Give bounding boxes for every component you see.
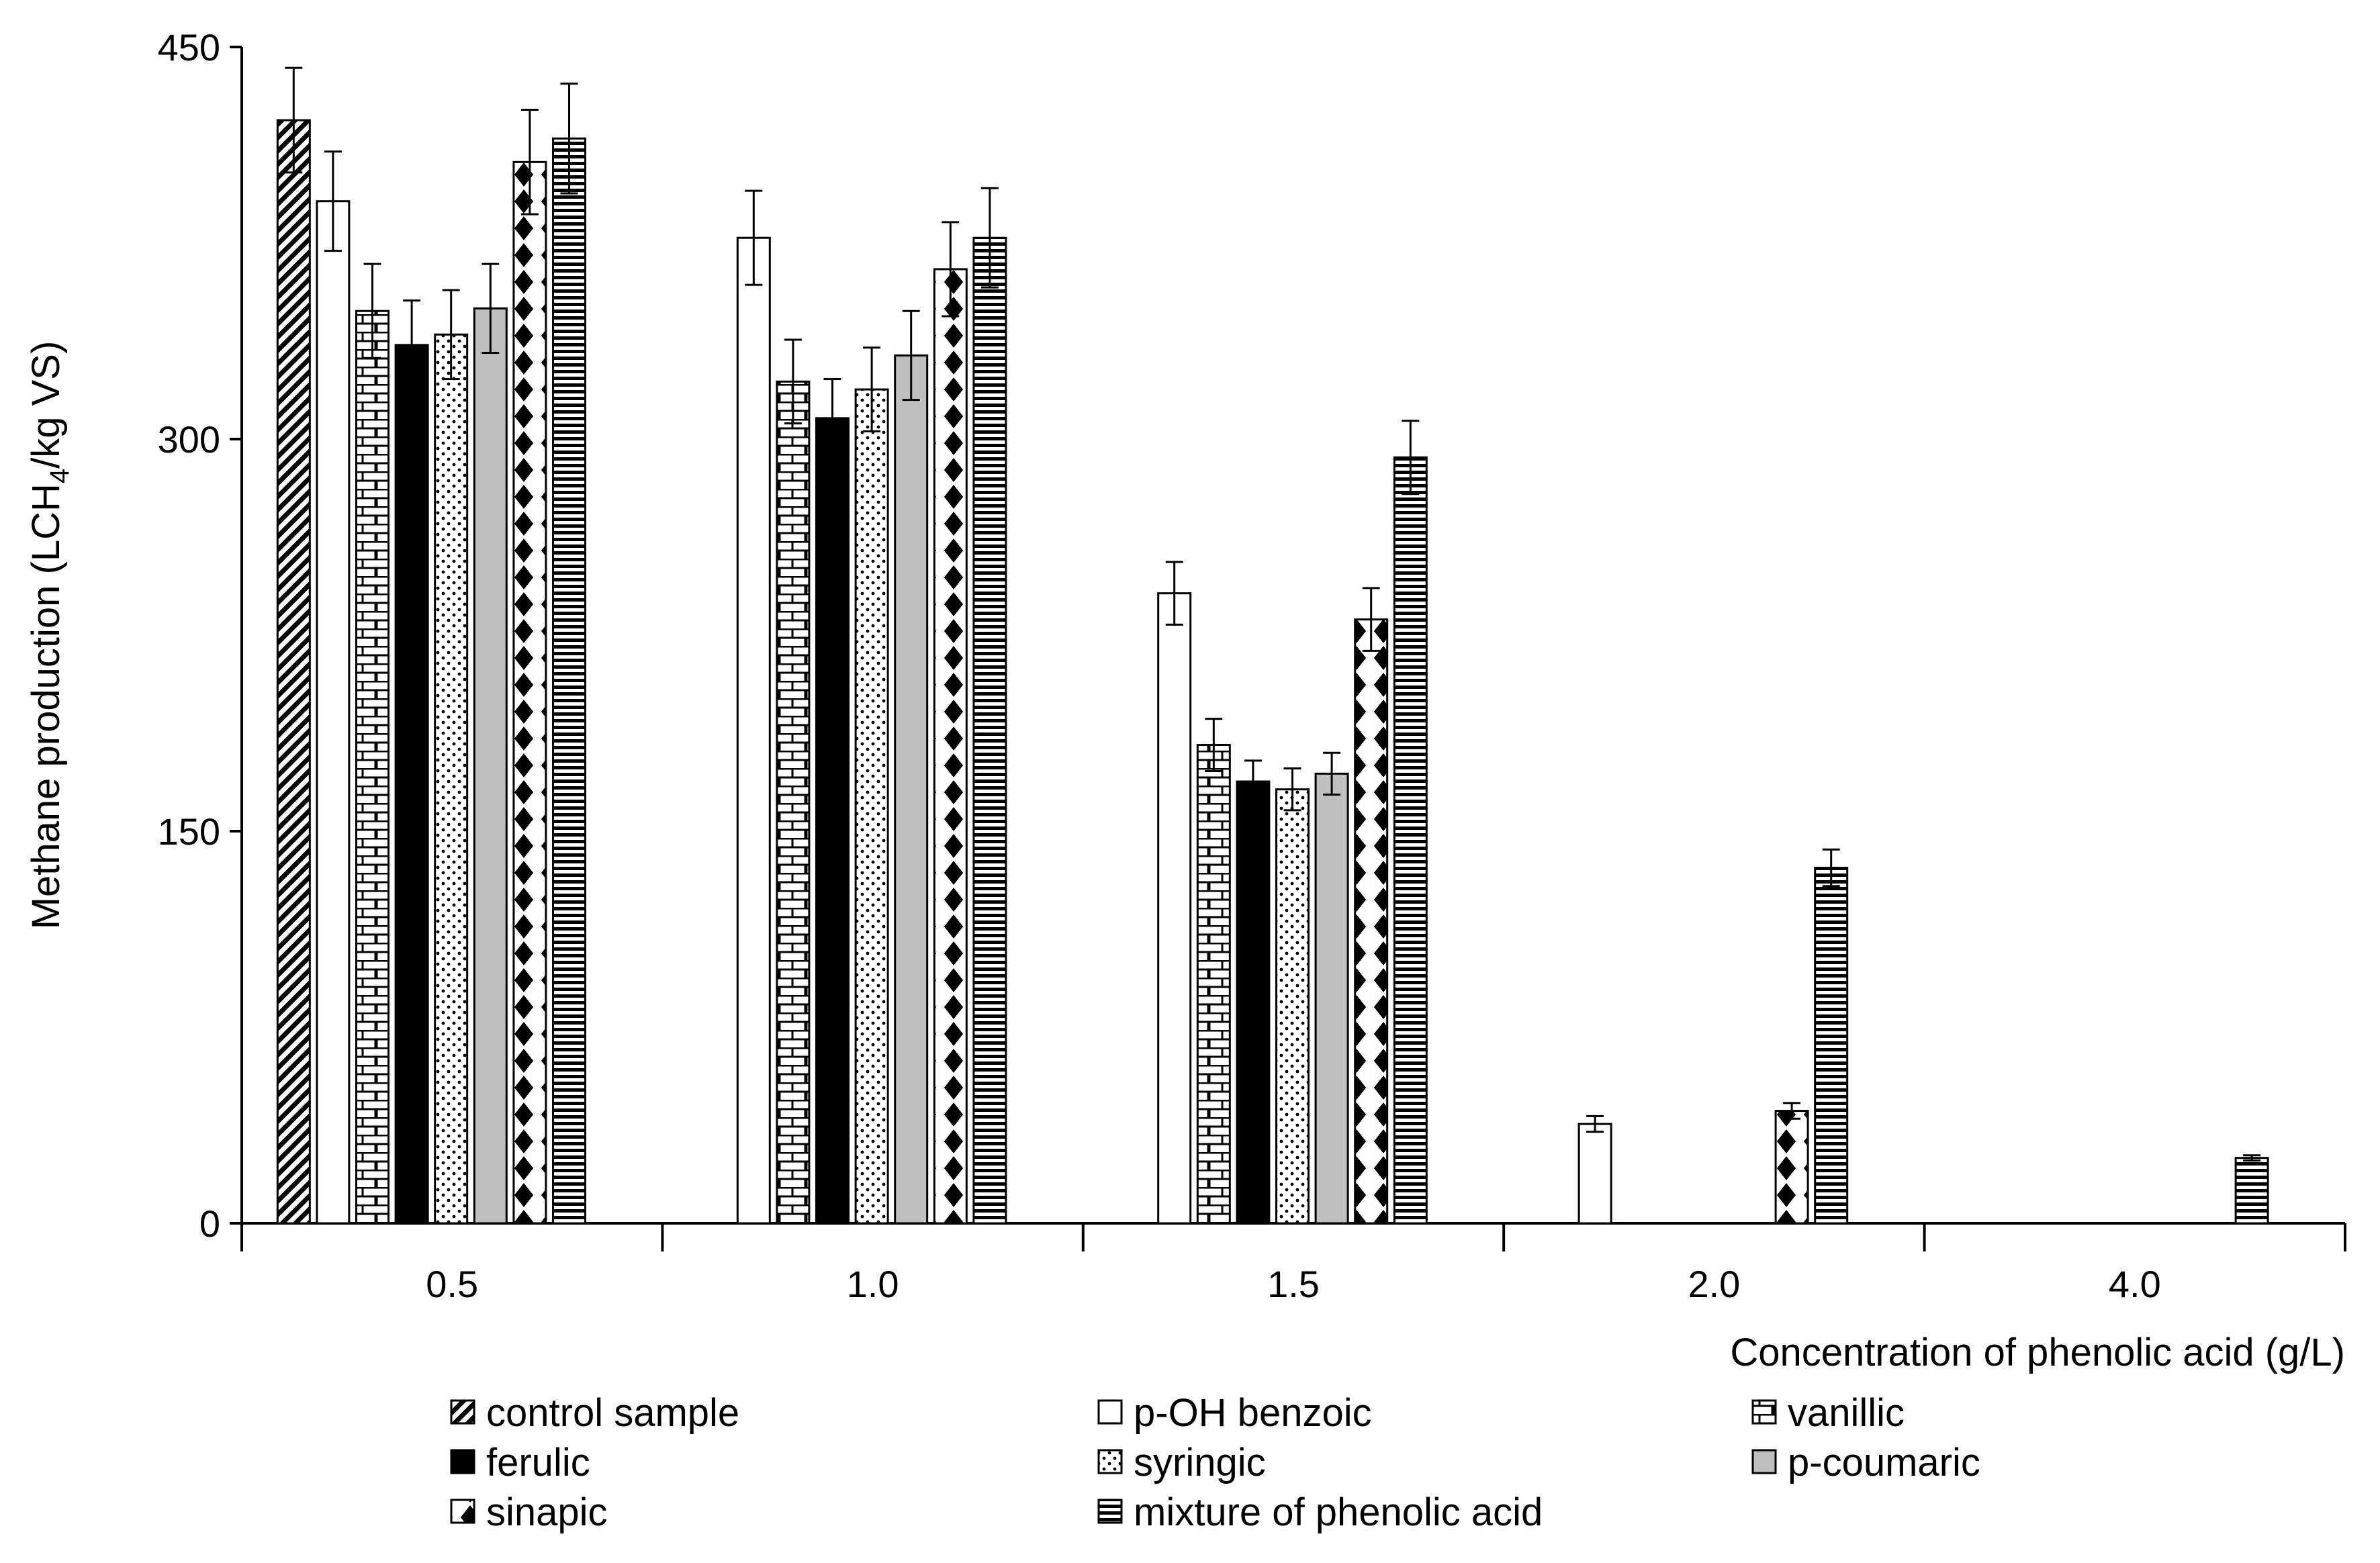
bar-sinapic xyxy=(512,160,547,1225)
x-axis-title: Concentration of phenolic acid (g/L) xyxy=(1730,1331,2345,1374)
legend-swatch xyxy=(1751,1449,1777,1474)
bar-mixture-of-phenolic-acid xyxy=(2234,1157,2269,1225)
legend-item: syringic xyxy=(1097,1441,1266,1484)
bar-syringic xyxy=(1275,788,1310,1225)
bar-ferulic xyxy=(815,417,850,1225)
bar-ferulic xyxy=(394,344,429,1225)
error-bar-group xyxy=(285,66,2261,1162)
x-tick-label: 2.0 xyxy=(1688,1263,1740,1305)
bar-mixture-of-phenolic-acid xyxy=(1814,867,1849,1225)
bar-syringic xyxy=(854,388,889,1225)
bar-sinapic xyxy=(1354,618,1389,1225)
bar-p-oh-benzoic xyxy=(1157,592,1192,1225)
legend-label: mixture of phenolic acid xyxy=(1134,1490,1543,1534)
legend-item: control sample xyxy=(450,1391,739,1435)
x-axis-ticks: 0.5 1.0 1.5 2.0 4.0 xyxy=(240,1223,2346,1305)
legend-label: control sample xyxy=(486,1391,739,1435)
bar-p-oh-benzoic xyxy=(316,200,351,1225)
legend-label: ferulic xyxy=(486,1441,590,1484)
x-tick-label: 0.5 xyxy=(426,1263,478,1305)
x-tick-label: 4.0 xyxy=(2109,1263,2161,1305)
legend-swatch xyxy=(1097,1449,1123,1474)
legend-item: p-OH benzoic xyxy=(1097,1391,1372,1435)
legend-swatch xyxy=(450,1399,475,1425)
legend-item: ferulic xyxy=(450,1441,590,1484)
bar-p-coumaric xyxy=(894,354,929,1225)
y-axis-title: Methane production (LCH4/kg VS) xyxy=(24,341,75,930)
legend-swatch xyxy=(1751,1399,1777,1425)
bar-vanillic xyxy=(355,310,390,1225)
legend-swatch xyxy=(450,1449,475,1474)
legend-item: p-coumaric xyxy=(1751,1441,1980,1484)
legend-label: syringic xyxy=(1134,1441,1266,1484)
legend-item: mixture of phenolic acid xyxy=(1097,1490,1543,1534)
bar-vanillic xyxy=(776,380,811,1225)
bar-mixture-of-phenolic-acid xyxy=(1393,456,1428,1225)
bar-group xyxy=(276,119,2269,1225)
bar-mixture-of-phenolic-acid xyxy=(972,236,1007,1225)
bar-vanillic xyxy=(1196,744,1231,1225)
bar-p-oh-benzoic xyxy=(1577,1123,1612,1225)
legend-label: p-OH benzoic xyxy=(1134,1391,1372,1435)
y-tick-label: 150 xyxy=(158,810,220,853)
legend-swatch xyxy=(450,1499,475,1524)
legend-swatch xyxy=(1097,1399,1123,1425)
legend-item: sinapic xyxy=(450,1490,608,1534)
y-tick-label: 300 xyxy=(158,418,220,461)
legend-label: vanillic xyxy=(1788,1391,1905,1435)
legend-swatch xyxy=(1097,1499,1123,1524)
legend-item: vanillic xyxy=(1751,1391,1905,1435)
y-axis-ticks: 0 150 300 450 xyxy=(158,26,242,1245)
bar-syringic xyxy=(434,333,469,1225)
x-tick-label: 1.0 xyxy=(847,1263,899,1305)
bar-p-oh-benzoic xyxy=(736,236,771,1225)
legend-label: sinapic xyxy=(486,1490,608,1534)
bar-control-sample xyxy=(276,119,311,1225)
bar-p-coumaric xyxy=(473,307,508,1225)
bar-ferulic xyxy=(1236,780,1271,1225)
y-tick-label: 450 xyxy=(158,26,220,68)
x-tick-label: 1.5 xyxy=(1267,1263,1320,1305)
legend-label: p-coumaric xyxy=(1788,1441,1980,1484)
bar-sinapic xyxy=(933,268,968,1225)
legend: control sample p-OH benzoic vanillic feruli… xyxy=(450,1391,1980,1534)
y-tick-label: 0 xyxy=(199,1202,220,1245)
bar-sinapic xyxy=(1774,1110,1809,1225)
bar-p-coumaric xyxy=(1314,772,1349,1225)
bar-mixture-of-phenolic-acid xyxy=(552,137,586,1225)
